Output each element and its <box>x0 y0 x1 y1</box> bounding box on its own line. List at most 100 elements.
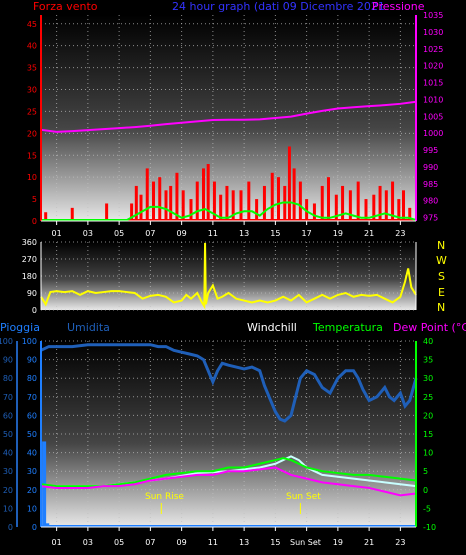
wind-bar <box>70 207 74 221</box>
wind-tick-label: 15 <box>27 151 37 160</box>
x-tick-label-bottom: 23 <box>395 538 405 547</box>
humidity-tick-label: 40 <box>3 449 13 458</box>
wind-bar <box>320 185 324 221</box>
direction-tick-label: 270 <box>22 255 37 264</box>
wind-tick-label: 5 <box>32 195 37 204</box>
pressure-tick-label: 1025 <box>423 45 443 54</box>
wind-bar <box>212 181 216 221</box>
wind-tick-label: 45 <box>27 20 37 29</box>
windchill-label: Windchill <box>247 321 297 334</box>
wind-bar <box>312 203 316 221</box>
x-tick-label-top: 11 <box>208 229 218 238</box>
panel-1-background <box>41 15 416 221</box>
wind-bar <box>356 181 360 221</box>
wind-tick-label: 20 <box>27 129 37 138</box>
wind-bar <box>292 168 296 221</box>
wind-axis-label: Forza vento <box>33 0 98 13</box>
wind-bar <box>105 203 109 221</box>
wind-bar <box>189 199 193 221</box>
wind-bar <box>175 172 179 221</box>
wind-bar <box>402 190 405 221</box>
wind-bar <box>391 181 395 221</box>
wind-bar <box>364 199 368 221</box>
wind-bar <box>262 185 266 221</box>
rain-tick-label: 40 <box>27 449 37 458</box>
humidity-tick-label: 100 <box>0 337 13 346</box>
wind-bar <box>341 185 345 221</box>
pressure-tick-label: 985 <box>423 180 438 189</box>
x-tick-label-top: 05 <box>114 229 124 238</box>
wind-bar <box>384 190 388 221</box>
wind-tick-label: 0 <box>32 217 37 226</box>
wind-bar <box>397 199 401 221</box>
temperature-tick-label: 20 <box>423 411 433 420</box>
chart-title: 24 hour graph (dati 09 Dicembre 2021 <box>172 0 385 13</box>
rain-tick-label: 10 <box>27 504 37 513</box>
pressure-tick-label: 1010 <box>423 95 443 104</box>
x-tick-label-top: 03 <box>83 229 93 238</box>
pressure-tick-label: 1020 <box>423 62 443 71</box>
x-tick-label-bottom: 09 <box>177 538 187 547</box>
dewpoint-line <box>40 466 417 497</box>
rain-tick-label: 90 <box>27 356 37 365</box>
rain-tick-label: 30 <box>27 467 37 476</box>
wind-dir-label-n-bottom: N <box>437 301 445 314</box>
dewpoint-axis-label: Dew Point (°C) <box>393 321 466 334</box>
temperature-tick-label: 5 <box>423 467 428 476</box>
x-tick-label-top: 01 <box>52 229 62 238</box>
wind-bar <box>152 181 155 221</box>
wind-bar <box>164 190 168 221</box>
panel-backgrounds <box>41 15 416 527</box>
x-tick-label-bottom: 21 <box>364 538 374 547</box>
wind-bar <box>145 168 149 221</box>
wind-bar <box>169 185 173 221</box>
humidity-tick-label: 60 <box>3 411 13 420</box>
wind-bar <box>195 181 199 221</box>
wind-dir-label-s: S <box>438 270 445 283</box>
rain-tick-label: 100 <box>22 337 37 346</box>
wind-bar <box>219 194 223 221</box>
x-tick-label-top: 19 <box>333 229 343 238</box>
temperature-tick-label: 25 <box>423 393 433 402</box>
pressure-tick-label: 1005 <box>423 112 443 121</box>
wind-bar <box>298 181 302 221</box>
wind-tick-label: 40 <box>27 42 37 51</box>
axes: 0510152025303540459759809859909951000100… <box>0 11 443 547</box>
temperature-tick-label: 0 <box>423 486 428 495</box>
humidity-line <box>40 343 418 423</box>
humidity-tick-label: 0 <box>8 523 13 532</box>
wind-bar <box>231 190 235 221</box>
x-tick-label-top: 23 <box>395 229 405 238</box>
x-tick-label-top: 15 <box>270 229 280 238</box>
rain-tick-label: 50 <box>27 430 37 439</box>
direction-tick-label: 0 <box>32 306 37 315</box>
pressure-tick-label: 990 <box>423 163 438 172</box>
sun-set-axis-label: Sun Set <box>290 538 321 547</box>
sun-set-label: Sun Set <box>286 492 321 502</box>
wind-bar <box>181 190 185 221</box>
wind-bar <box>247 181 251 221</box>
x-tick-label-top: 07 <box>145 229 155 238</box>
wind-bar <box>277 177 280 221</box>
pressure-tick-label: 1015 <box>423 79 443 88</box>
wind-dir-label-e: E <box>438 286 445 299</box>
wind-bar <box>239 190 243 221</box>
pressure-tick-label: 980 <box>423 197 438 206</box>
x-tick-label-bottom: 19 <box>333 538 343 547</box>
x-tick-label-bottom: 03 <box>83 538 93 547</box>
wind-bar <box>44 212 48 221</box>
temperature-label: Temperatura <box>312 321 383 334</box>
pressure-tick-label: 975 <box>423 214 438 223</box>
sun-rise-label: Sun Rise <box>145 492 184 502</box>
pressure-tick-label: 1035 <box>423 11 443 20</box>
x-tick-label-top: 17 <box>302 229 312 238</box>
wind-tick-label: 25 <box>27 107 37 116</box>
x-tick-label-bottom: 13 <box>239 538 249 547</box>
humidity-axis-label: Umidita <box>67 321 110 334</box>
humidity-tick-label: 10 <box>3 504 13 513</box>
wind-tick-label: 10 <box>27 173 37 182</box>
wind-direction-line <box>40 242 417 310</box>
rain-axis-label: Pioggia <box>0 321 40 334</box>
grid-lines <box>41 15 416 528</box>
wind-tick-label: 35 <box>27 64 37 73</box>
